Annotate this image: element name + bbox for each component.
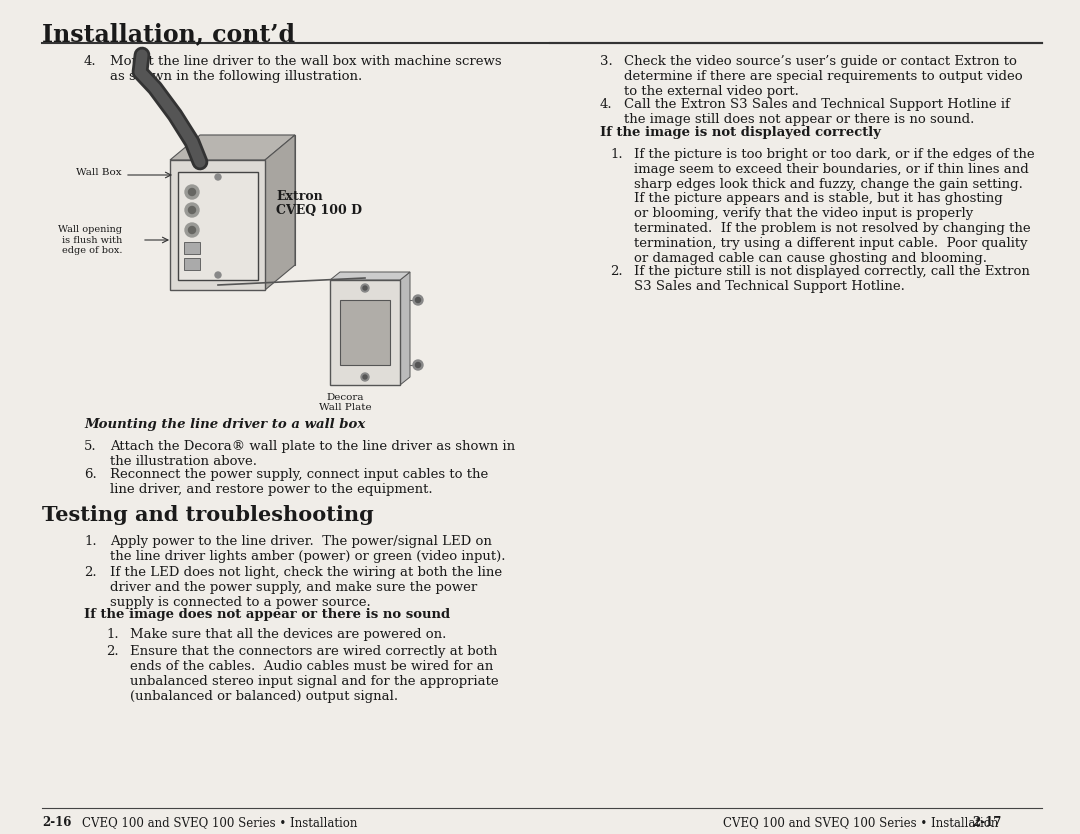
Text: Wall opening
is flush with
edge of box.: Wall opening is flush with edge of box. bbox=[58, 225, 122, 255]
Text: 4.: 4. bbox=[600, 98, 612, 111]
Text: If the picture still is not displayed correctly, call the Extron
S3 Sales and Te: If the picture still is not displayed co… bbox=[634, 265, 1030, 293]
Text: 6.: 6. bbox=[84, 468, 97, 481]
Polygon shape bbox=[170, 160, 265, 290]
Circle shape bbox=[189, 207, 195, 214]
Text: Extron: Extron bbox=[276, 190, 323, 203]
Text: If the image is not displayed correctly: If the image is not displayed correctly bbox=[600, 126, 881, 139]
Circle shape bbox=[185, 223, 199, 237]
Text: Mount the line driver to the wall box with machine screws
as shown in the follow: Mount the line driver to the wall box wi… bbox=[110, 55, 501, 83]
Text: Check the video source’s user’s guide or contact Extron to
determine if there ar: Check the video source’s user’s guide or… bbox=[624, 55, 1023, 98]
Text: CVEQ 100 D: CVEQ 100 D bbox=[276, 204, 362, 217]
Circle shape bbox=[363, 286, 367, 290]
Polygon shape bbox=[183, 178, 254, 273]
Text: 1.: 1. bbox=[106, 628, 119, 641]
Text: Attach the Decora® wall plate to the line driver as shown in
the illustration ab: Attach the Decora® wall plate to the lin… bbox=[110, 440, 515, 468]
Circle shape bbox=[189, 227, 195, 234]
Polygon shape bbox=[400, 272, 410, 385]
Polygon shape bbox=[178, 172, 258, 280]
Text: If the LED does not light, check the wiring at both the line
driver and the powe: If the LED does not light, check the wir… bbox=[110, 566, 502, 609]
Circle shape bbox=[413, 295, 423, 305]
Circle shape bbox=[413, 360, 423, 370]
Text: CVEQ 100 and SVEQ 100 Series • Installation: CVEQ 100 and SVEQ 100 Series • Installat… bbox=[723, 816, 998, 829]
Text: 2-17: 2-17 bbox=[973, 816, 1002, 829]
Text: Installation, cont’d: Installation, cont’d bbox=[42, 22, 295, 46]
Circle shape bbox=[185, 185, 199, 199]
Circle shape bbox=[416, 363, 420, 368]
Text: 2.: 2. bbox=[610, 265, 623, 278]
Text: If the picture is too bright or too dark, or if the edges of the
image seem to e: If the picture is too bright or too dark… bbox=[634, 148, 1035, 191]
Text: Apply power to the line driver.  The power/signal LED on
the line driver lights : Apply power to the line driver. The powe… bbox=[110, 535, 505, 563]
Circle shape bbox=[363, 375, 367, 379]
Text: Wall Box: Wall Box bbox=[77, 168, 122, 177]
Text: 2.: 2. bbox=[106, 645, 119, 658]
Text: 3.: 3. bbox=[600, 55, 612, 68]
Text: 2-16: 2-16 bbox=[42, 816, 71, 829]
Text: Mounting the line driver to a wall box: Mounting the line driver to a wall box bbox=[84, 418, 365, 431]
Text: 1.: 1. bbox=[84, 535, 96, 548]
Text: Ensure that the connectors are wired correctly at both
ends of the cables.  Audi: Ensure that the connectors are wired cor… bbox=[130, 645, 499, 703]
Text: Testing and troubleshooting: Testing and troubleshooting bbox=[42, 505, 374, 525]
Text: 2.: 2. bbox=[84, 566, 96, 579]
Circle shape bbox=[361, 373, 369, 381]
Text: 1.: 1. bbox=[610, 148, 623, 161]
Circle shape bbox=[185, 203, 199, 217]
Polygon shape bbox=[170, 135, 295, 160]
Polygon shape bbox=[200, 135, 295, 265]
Text: Reconnect the power supply, connect input cables to the
line driver, and restore: Reconnect the power supply, connect inpu… bbox=[110, 468, 488, 496]
Text: Decora
Wall Plate: Decora Wall Plate bbox=[319, 393, 372, 412]
Circle shape bbox=[361, 284, 369, 292]
Bar bbox=[184, 258, 200, 270]
Polygon shape bbox=[330, 272, 410, 280]
Polygon shape bbox=[265, 135, 295, 290]
Circle shape bbox=[189, 188, 195, 195]
Circle shape bbox=[215, 272, 221, 278]
Text: 4.: 4. bbox=[84, 55, 96, 68]
Text: If the image does not appear or there is no sound: If the image does not appear or there is… bbox=[84, 608, 450, 621]
Bar bbox=[330, 280, 400, 385]
Circle shape bbox=[215, 174, 221, 180]
Bar bbox=[340, 300, 390, 365]
Bar bbox=[184, 242, 200, 254]
Circle shape bbox=[416, 298, 420, 303]
Text: If the picture appears and is stable, but it has ghosting
or blooming, verify th: If the picture appears and is stable, bu… bbox=[634, 192, 1030, 265]
Text: Call the Extron S3 Sales and Technical Support Hotline if
the image still does n: Call the Extron S3 Sales and Technical S… bbox=[624, 98, 1010, 126]
Text: Make sure that all the devices are powered on.: Make sure that all the devices are power… bbox=[130, 628, 446, 641]
Text: 5.: 5. bbox=[84, 440, 96, 453]
Text: CVEQ 100 and SVEQ 100 Series • Installation: CVEQ 100 and SVEQ 100 Series • Installat… bbox=[82, 816, 357, 829]
